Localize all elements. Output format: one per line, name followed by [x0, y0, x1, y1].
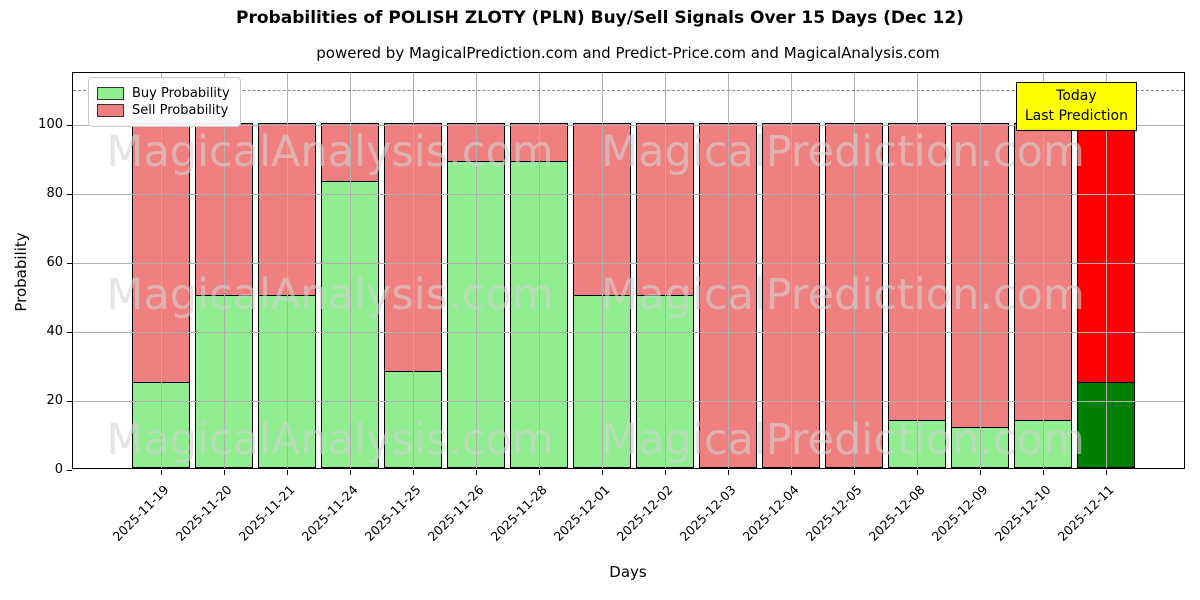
today-annotation-line1: Today — [1056, 88, 1097, 104]
v-gridline — [665, 73, 666, 468]
watermark-text: MagicalAnalysis.com — [106, 127, 554, 177]
h-gridline — [73, 262, 1184, 264]
watermark-text: MagicalPrediction.com — [601, 127, 1085, 177]
x-tick-mark — [539, 470, 540, 475]
y-tick-label: 20 — [46, 392, 63, 408]
x-tick-mark — [413, 470, 414, 475]
v-gridline — [728, 73, 729, 468]
y-tick-label: 100 — [38, 116, 63, 132]
h-gridline — [73, 124, 1184, 126]
v-gridline — [161, 73, 162, 468]
v-gridline — [287, 73, 288, 468]
x-tick-mark — [728, 470, 729, 475]
v-gridline — [224, 73, 225, 468]
legend-label-sell: Sell Probability — [132, 103, 229, 118]
v-gridline — [980, 73, 981, 468]
y-tick-label: 60 — [46, 254, 63, 270]
y-tick-mark — [67, 331, 72, 333]
v-gridline — [602, 73, 603, 468]
y-axis-label: Probability — [12, 232, 30, 312]
legend: Buy Probability Sell Probability — [88, 77, 241, 127]
x-tick-mark — [602, 470, 603, 475]
x-tick-mark — [980, 470, 981, 475]
v-gridline — [854, 73, 855, 468]
v-gridline — [413, 73, 414, 468]
y-tick-mark — [67, 193, 72, 195]
watermark-text: MagicalAnalysis.com — [106, 270, 554, 320]
legend-item-buy: Buy Probability — [97, 86, 230, 101]
watermark-text: MagicalPrediction.com — [601, 415, 1085, 465]
chart-subtitle: powered by MagicalPrediction.com and Pre… — [316, 44, 940, 62]
chart-title: Probabilities of POLISH ZLOTY (PLN) Buy/… — [236, 8, 964, 28]
today-annotation: Today Last Prediction — [1015, 82, 1137, 131]
x-tick-mark — [287, 470, 288, 475]
legend-label-buy: Buy Probability — [132, 86, 230, 101]
x-axis-label: Days — [609, 563, 647, 581]
today-annotation-line2: Last Prediction — [1024, 108, 1128, 125]
y-tick-mark — [67, 470, 72, 471]
x-tick-mark — [791, 470, 792, 475]
h-gridline — [73, 193, 1184, 195]
x-tick-mark — [224, 470, 225, 475]
v-gridline — [791, 73, 792, 468]
x-tick-mark — [350, 470, 351, 475]
watermark-text: MagicalAnalysis.com — [106, 415, 554, 465]
watermark-text: MagicalPrediction.com — [601, 270, 1085, 320]
v-gridline — [539, 73, 540, 468]
x-tick-mark — [476, 470, 477, 475]
v-gridline — [1043, 73, 1044, 468]
x-tick-mark — [161, 470, 162, 475]
y-tick-mark — [67, 262, 72, 264]
sell-color-swatch — [97, 104, 124, 117]
x-tick-mark — [854, 470, 855, 475]
y-tick-label: 80 — [46, 185, 63, 201]
h-gridline — [73, 331, 1184, 333]
y-tick-label: 40 — [46, 323, 63, 339]
y-tick-mark — [67, 124, 72, 126]
today-guide-dashed-line — [73, 90, 1184, 91]
y-tick-label: 0 — [54, 462, 63, 477]
v-gridline — [476, 73, 477, 468]
x-tick-mark — [1043, 470, 1044, 475]
v-gridline — [350, 73, 351, 468]
x-tick-mark — [917, 470, 918, 475]
h-gridline — [73, 400, 1184, 402]
legend-item-sell: Sell Probability — [97, 103, 230, 118]
v-gridline — [917, 73, 918, 468]
y-tick-mark — [67, 400, 72, 402]
x-tick-mark — [665, 470, 666, 475]
buy-color-swatch — [97, 87, 124, 100]
x-tick-mark — [1106, 470, 1107, 475]
plot-area: 0 20 40 60 80 100 2025-11-19 2025-11-20 2025-11-… — [38, 72, 1185, 544]
v-gridline — [1106, 73, 1107, 468]
